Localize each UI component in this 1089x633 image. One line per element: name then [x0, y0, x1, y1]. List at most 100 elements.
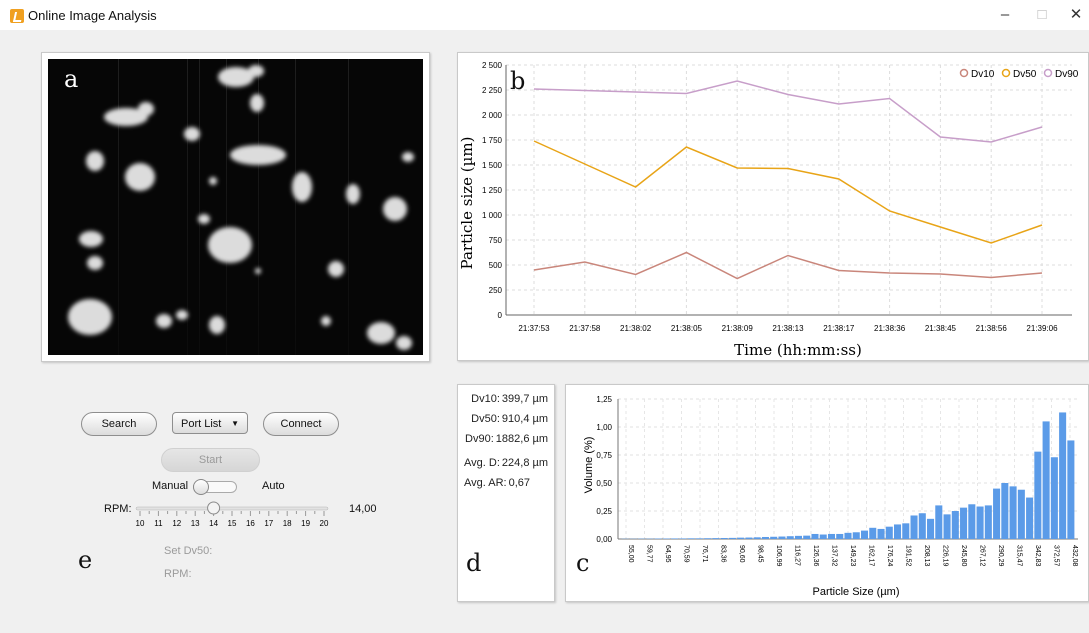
histogram-bar	[869, 527, 877, 539]
histogram-bar	[1042, 421, 1050, 539]
connect-button[interactable]: Connect	[263, 412, 339, 436]
particle-camera-image	[48, 59, 423, 355]
rpm-tick-label: 13	[191, 519, 200, 528]
x-tick-label: 21:38:05	[671, 324, 703, 333]
rpm-slider-knob[interactable]	[207, 501, 221, 515]
rpm-tick-label: 17	[264, 519, 273, 528]
histogram-bar	[943, 514, 951, 539]
stat-row: Dv10: 399,7 µm	[471, 393, 550, 405]
panel-label-a: a	[64, 65, 79, 93]
histogram-bar	[761, 536, 769, 539]
x-tick-label: 21:38:56	[976, 324, 1008, 333]
y-tick-label: 1 250	[482, 186, 503, 195]
histogram-bar	[885, 526, 893, 539]
histogram-bar	[704, 538, 712, 539]
rpm-slider[interactable]: 10 11 12 13 14 15 16 17 18 19 20	[128, 498, 348, 528]
panel-label-c: c	[576, 549, 590, 577]
histogram-bar	[1050, 457, 1058, 539]
x-tick-label: 149,23	[849, 545, 856, 567]
histogram-bar	[679, 538, 687, 539]
y-tick-label: 1 000	[482, 211, 503, 220]
particle-size-trend-panel: 0 250 500 750 1 000 1 250 1 500 1 750 2 000 2 250…	[457, 52, 1089, 361]
window-title: Online Image Analysis	[28, 8, 157, 23]
histogram-bar	[877, 528, 885, 539]
rpm-tick-label: 15	[228, 519, 237, 528]
series-line-dv90	[533, 80, 1043, 143]
x-tick-label: 191,52	[905, 545, 912, 567]
x-tick-label: 126,36	[812, 545, 819, 567]
camera-image-panel: a	[41, 52, 430, 362]
histogram-bar	[819, 534, 827, 539]
rpm-tick-label: 10	[136, 519, 145, 528]
x-tick-label: 55,00	[627, 545, 634, 563]
series-line-dv10	[533, 251, 1043, 280]
start-button[interactable]: Start	[161, 448, 260, 472]
histogram-bar	[1067, 440, 1075, 539]
x-tick-label: 267,12	[979, 545, 986, 567]
maximize-button[interactable]: □	[1037, 6, 1047, 23]
histogram-bar	[671, 538, 679, 539]
stat-label: Dv50:	[471, 413, 500, 425]
close-button[interactable]: ✕	[1069, 6, 1083, 23]
x-tick-label: 342,83	[1034, 545, 1041, 567]
stat-row: Avg. D: 224,8 µm	[464, 457, 550, 469]
stat-label: Avg. AR:	[464, 477, 507, 489]
histogram-bar	[1001, 483, 1009, 539]
y-tick-label: 1,25	[596, 395, 612, 404]
y-tick-label: 2 500	[482, 61, 503, 70]
y-tick-label: 500	[489, 261, 503, 270]
stat-value: 910,4 µm	[501, 413, 548, 425]
legend-marker	[1001, 68, 1011, 78]
legend-marker	[1043, 68, 1053, 78]
rpm-tick-label: 12	[172, 519, 181, 528]
histogram-bar	[720, 537, 728, 539]
toggle-knob[interactable]	[193, 479, 209, 495]
stat-value: 1882,6 µm	[495, 433, 548, 445]
y-tick-label: 2 250	[482, 86, 503, 95]
x-tick-label: 315,47	[1016, 545, 1023, 567]
rpm-tick-label: 14	[209, 519, 218, 528]
x-tick-label: 245,80	[960, 545, 967, 567]
x-tick-label: 98,45	[757, 545, 764, 563]
x-tick-label: 21:38:13	[772, 324, 804, 333]
x-tick-label: 76,71	[701, 545, 708, 563]
x-tick-label: 21:38:45	[925, 324, 957, 333]
y-tick-label: 0,75	[596, 451, 612, 460]
stat-label: Avg. D:	[464, 457, 500, 469]
histogram-bar	[935, 505, 943, 539]
rpm-tick-label: 20	[320, 519, 329, 528]
histogram-bar	[803, 535, 811, 539]
histogram-bar	[1034, 451, 1042, 539]
minimize-button[interactable]: –	[1000, 6, 1010, 23]
stat-value: 224,8 µm	[501, 457, 548, 469]
port-list-dropdown[interactable]: Port List ▼	[172, 412, 248, 434]
x-tick-label: 372,57	[1053, 545, 1060, 567]
rpm-tick-label: 16	[246, 519, 255, 528]
search-button[interactable]: Search	[81, 412, 157, 436]
histogram-bar	[1017, 489, 1025, 539]
histogram-bar	[753, 537, 761, 539]
histogram-bar	[1009, 486, 1017, 539]
stat-value: 399,7 µm	[501, 393, 548, 405]
rpm-value: 14,00	[349, 503, 377, 515]
x-tick-label: 21:37:53	[518, 324, 550, 333]
stat-label: Dv90:	[465, 433, 494, 445]
app-logo-icon	[10, 9, 24, 23]
manual-label: Manual	[152, 480, 189, 492]
histogram-bar	[993, 488, 1001, 539]
stat-row: Dv50: 910,4 µm	[471, 413, 550, 425]
histogram-bar	[836, 533, 844, 539]
port-list-label: Port List	[181, 418, 222, 430]
x-tick-label: 106,99	[775, 545, 782, 567]
histogram-bar	[827, 533, 836, 539]
histogram-bar	[786, 536, 794, 539]
x-tick-label: 21:38:09	[722, 324, 754, 333]
size-distribution-histogram: 0,00 0,25 0,50 0,75 1,00 1,25 55,00 59,77 64,95…	[583, 395, 1078, 598]
series-line-dv50	[533, 140, 1043, 244]
y-tick-label: 1 500	[482, 161, 503, 170]
manual-auto-toggle[interactable]	[193, 479, 237, 495]
panel-label-e: e	[78, 546, 93, 574]
particle-size-line-chart: 0 250 500 750 1 000 1 250 1 500 1 750 2 000 2 250…	[458, 61, 1079, 359]
histogram-bar	[794, 535, 802, 539]
histogram-bar	[976, 506, 984, 539]
